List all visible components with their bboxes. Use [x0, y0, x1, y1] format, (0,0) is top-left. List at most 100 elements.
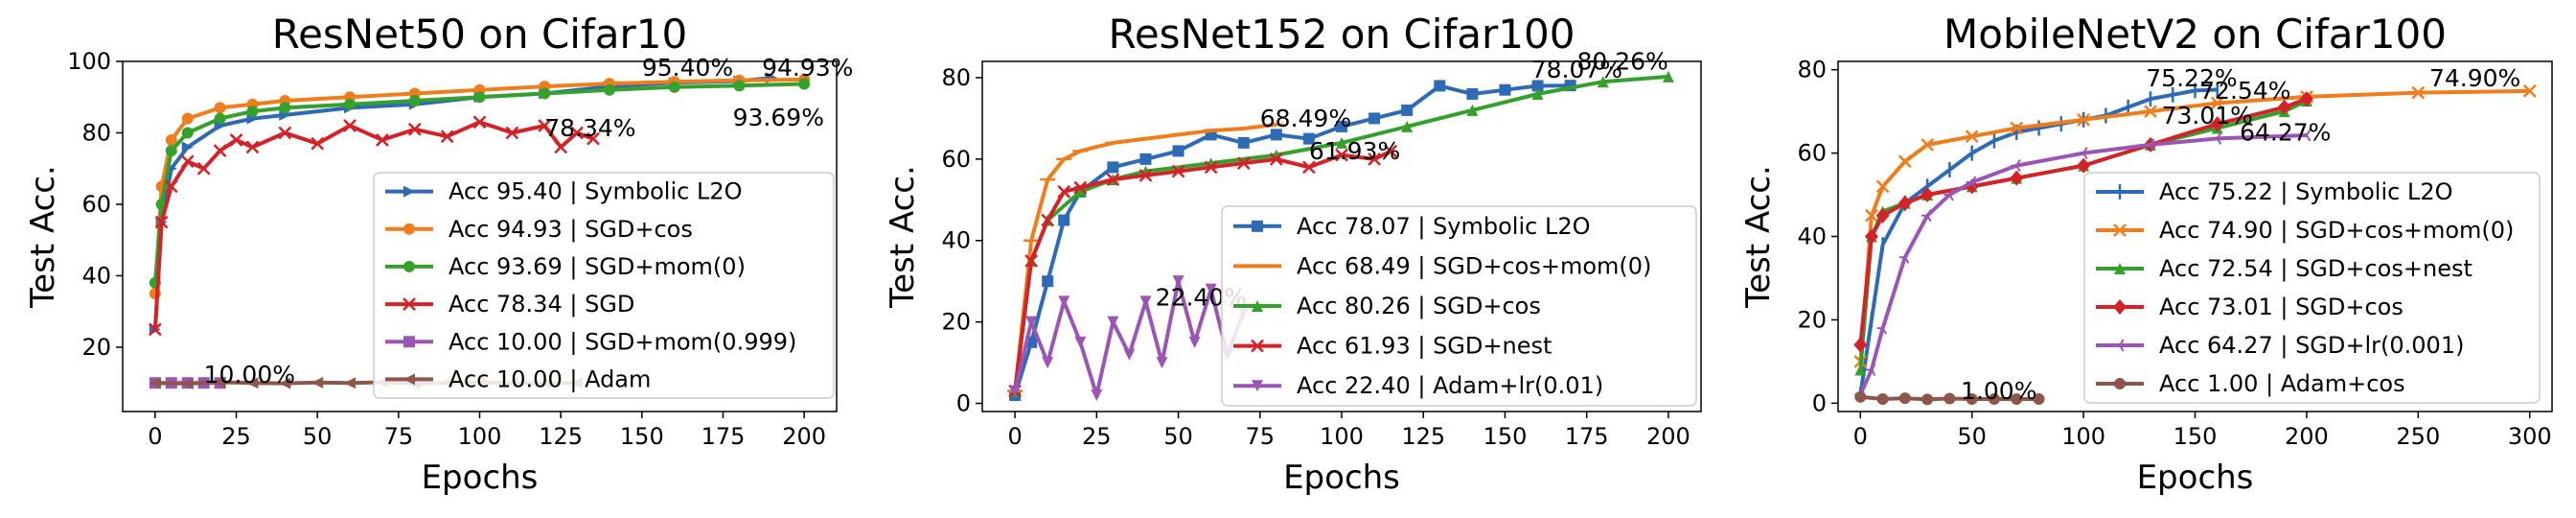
- x-tick-label: 25: [221, 423, 251, 450]
- value-annotation: 73.01%: [2162, 102, 2253, 130]
- value-annotation: 64.27%: [2240, 119, 2331, 147]
- data-point: [2077, 157, 2091, 174]
- data-point: [798, 78, 811, 90]
- data-point: [2011, 159, 2021, 173]
- data-point: [668, 81, 680, 93]
- data-point: [1236, 156, 1251, 170]
- data-point: [1944, 392, 1956, 405]
- x-tick-label: 200: [1646, 423, 1690, 450]
- data-point: [1009, 385, 1022, 397]
- data-point: [1138, 168, 1153, 182]
- legend-box: [1221, 205, 1697, 407]
- legend-marker: [2113, 299, 2127, 315]
- data-point: [2210, 116, 2224, 132]
- legend-marker: [2113, 224, 2127, 237]
- data-point: [1865, 364, 1876, 377]
- data-point: [1921, 209, 1932, 223]
- data-point: [1041, 213, 1055, 227]
- y-tick-label: 20: [941, 309, 971, 336]
- y-tick-label: 0: [956, 390, 971, 417]
- y-tick-label: 80: [81, 119, 111, 146]
- data-point: [1864, 228, 1878, 245]
- data-point: [165, 145, 177, 157]
- x-tick-label: 150: [1484, 423, 1528, 450]
- data-point: [1074, 336, 1087, 348]
- data-point: [1058, 214, 1070, 226]
- x-tick-label: 50: [303, 423, 333, 450]
- data-point: [1171, 164, 1185, 178]
- value-annotation: 10.00%: [204, 361, 295, 388]
- data-point: [164, 179, 178, 194]
- data-point: [1944, 188, 1954, 201]
- data-point: [1853, 337, 1868, 353]
- y-tick-label: 80: [1797, 57, 1827, 83]
- x-tick-label: 25: [1082, 423, 1112, 450]
- legend-entry: Acc 73.01 | SGD+cos: [2159, 294, 2404, 320]
- legend-marker: [403, 373, 415, 386]
- value-annotation: 68.49%: [1260, 105, 1351, 132]
- data-point: [1466, 104, 1479, 116]
- legend: Acc 75.22 | Symbolic L2O Acc 74.90 | SGD+…: [2083, 172, 2541, 404]
- data-point: [408, 94, 421, 106]
- x-tick-label: 200: [2285, 423, 2329, 450]
- legend-marker: [2114, 339, 2125, 352]
- data-point: [311, 376, 324, 388]
- data-point: [1302, 132, 1315, 145]
- y-axis-label: Test Acc.: [24, 165, 62, 309]
- data-point: [148, 322, 162, 337]
- legend-entry: Acc 61.93 | SGD+nest: [1297, 333, 1552, 360]
- legend-marker: [403, 260, 415, 272]
- x-tick-label: 0: [1853, 423, 1868, 450]
- data-point: [214, 376, 226, 388]
- data-point: [505, 126, 519, 140]
- data-point: [1336, 120, 1347, 132]
- data-point: [1025, 316, 1038, 328]
- x-tick-label: 100: [2061, 423, 2105, 450]
- value-annotation: 95.40%: [642, 54, 733, 82]
- data-point: [1988, 392, 2000, 405]
- data-point: [1898, 250, 1910, 264]
- data-point: [1875, 207, 1890, 224]
- data-point: [1042, 357, 1054, 369]
- data-point: [214, 112, 226, 125]
- legend-marker: [2114, 378, 2126, 389]
- data-point: [1662, 70, 1674, 82]
- legend-entry: Acc 93.69 | SGD+mom(0): [448, 253, 746, 280]
- data-point: [1204, 160, 1218, 175]
- data-point: [1073, 180, 1088, 195]
- value-annotation: 75.22%: [2146, 64, 2237, 92]
- data-point: [1074, 185, 1087, 198]
- data-point: [2144, 105, 2157, 119]
- data-point: [1966, 392, 1978, 405]
- legend-marker: [403, 185, 415, 198]
- data-point: [344, 98, 356, 110]
- data-point: [1172, 275, 1184, 288]
- x-tick-label: 175: [1565, 423, 1609, 450]
- data-point: [1854, 390, 1867, 403]
- data-point: [1205, 283, 1217, 295]
- legend-entry: Acc 68.49 | SGD+cos+mom(0): [1297, 252, 1651, 279]
- data-point: [343, 119, 356, 132]
- data-point: [1384, 144, 1398, 158]
- x-tick-label: 0: [1007, 423, 1022, 450]
- data-point: [2033, 392, 2045, 405]
- data-point: [279, 102, 291, 114]
- legend-entry: Acc 72.54 | SGD+cos+nest: [2159, 255, 2472, 282]
- x-tick-label: 50: [1957, 423, 1987, 450]
- data-point: [279, 377, 291, 389]
- data-point: [181, 377, 194, 389]
- legend-entry: Acc 22.40 | Adam+lr(0.01): [1297, 372, 1603, 399]
- series-group: [1853, 82, 2537, 406]
- x-tick-label: 150: [620, 423, 664, 450]
- data-point: [2522, 83, 2537, 98]
- x-tick-label: 100: [1320, 423, 1364, 450]
- data-point: [376, 133, 389, 147]
- data-point: [1123, 348, 1136, 361]
- data-point: [2277, 99, 2291, 115]
- value-annotation: 78.34%: [544, 114, 635, 142]
- data-point: [2078, 147, 2088, 160]
- data-point: [165, 133, 177, 146]
- legend-entry: Acc 80.26 | SGD+cos: [1297, 293, 1541, 319]
- x-tick-label: 300: [2508, 423, 2552, 450]
